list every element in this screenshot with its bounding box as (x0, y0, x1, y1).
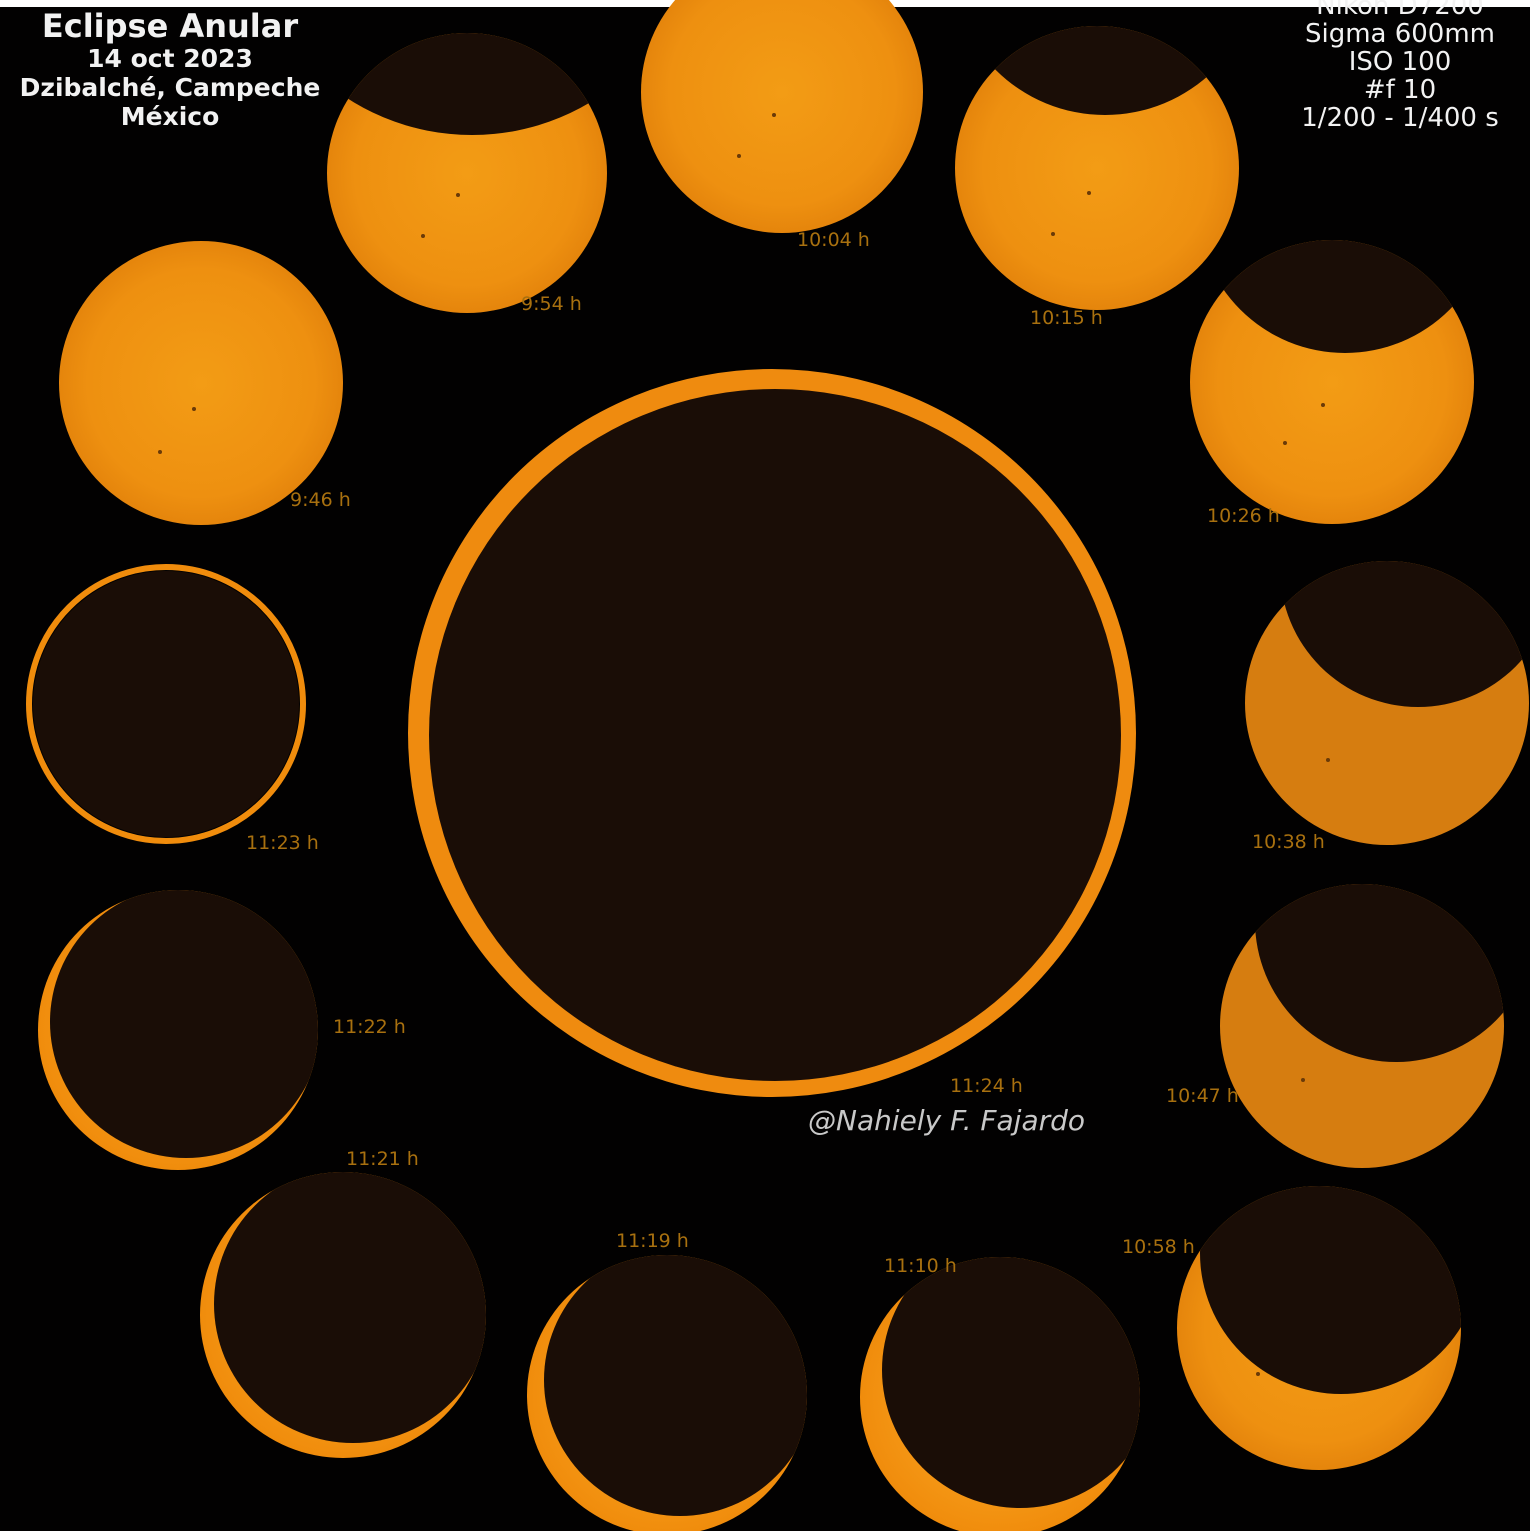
time-label-0946: 9:46 h (290, 489, 351, 511)
sun-phase-1124-ring (408, 369, 1136, 1097)
sun-phase-1015 (955, 26, 1239, 310)
camera-shutter: 1/200 - 1/400 s (1301, 103, 1499, 133)
time-label-1121: 11:21 h (346, 1148, 419, 1170)
time-label-1047: 10:47 h (1166, 1085, 1239, 1107)
sun-phase-1004 (641, 0, 923, 233)
time-label-0954: 9:54 h (521, 293, 582, 315)
time-label-1119: 11:19 h (616, 1230, 689, 1252)
sun-phase-1121 (200, 1172, 486, 1458)
sun-phase-1122 (38, 890, 318, 1170)
camera-body: Nikon D7200 (1316, 0, 1484, 21)
sun-phase-1119 (527, 1255, 807, 1531)
time-label-1015: 10:15 h (1030, 307, 1103, 329)
time-label-1038: 10:38 h (1252, 831, 1325, 853)
title: Eclipse Anular (41, 7, 299, 45)
time-label-1124: 11:24 h (950, 1075, 1023, 1097)
time-label-1123: 11:23 h (246, 832, 319, 854)
camera-aperture: #f 10 (1363, 75, 1437, 105)
time-label-1026: 10:26 h (1207, 505, 1280, 527)
camera-iso: ISO 100 (1348, 47, 1452, 77)
sun-phase-1058 (1177, 1186, 1461, 1470)
sun-phase-1123 (26, 564, 306, 844)
camera-settings: Nikon D7200 Sigma 600mm ISO 100 #f 10 1/… (1270, 0, 1530, 132)
time-label-1004: 10:04 h (797, 229, 870, 251)
sun-phase-1110 (860, 1257, 1140, 1531)
location: Dzibalché, Campeche (19, 73, 321, 102)
sun-phase-1038 (1245, 561, 1529, 845)
sun-phase-0946 (59, 241, 343, 525)
sun-phase-1026 (1190, 240, 1474, 524)
camera-lens: Sigma 600mm (1304, 19, 1496, 49)
sun-phase-1047 (1220, 884, 1504, 1168)
country: México (120, 102, 220, 131)
title-block: Eclipse Anular 14 oct 2023 Dzibalché, Ca… (0, 8, 340, 131)
date: 14 oct 2023 (87, 44, 253, 73)
time-label-1110: 11:10 h (884, 1255, 957, 1277)
photographer-credit: @Nahiely F. Fajardo (808, 1104, 1086, 1137)
sun-phase-0954 (327, 33, 607, 313)
time-label-1058: 10:58 h (1122, 1236, 1195, 1258)
time-label-1122: 11:22 h (333, 1016, 406, 1038)
